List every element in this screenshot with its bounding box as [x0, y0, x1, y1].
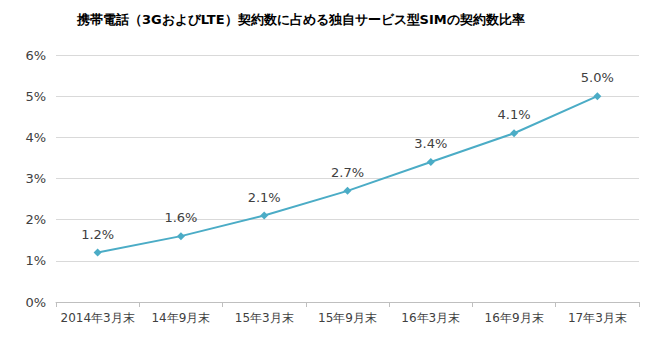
svg-text:15年9月末: 15年9月末	[318, 311, 377, 325]
svg-text:2014年3月末: 2014年3月末	[61, 311, 135, 325]
svg-text:携帯電話（3GおよびLTE）契約数に占める独自サービス型SI: 携帯電話（3GおよびLTE）契約数に占める独自サービス型SIMの契約数比率	[76, 12, 525, 27]
svg-text:2%: 2%	[25, 212, 46, 227]
svg-text:4%: 4%	[25, 130, 46, 145]
svg-text:3.4%: 3.4%	[414, 136, 447, 151]
svg-text:15年3月末: 15年3月末	[235, 311, 294, 325]
svg-text:5%: 5%	[25, 89, 46, 104]
svg-text:4.1%: 4.1%	[498, 107, 531, 122]
svg-text:3%: 3%	[25, 171, 46, 186]
svg-text:14年9月末: 14年9月末	[151, 311, 210, 325]
svg-text:16年3月末: 16年3月末	[401, 311, 460, 325]
svg-text:2.7%: 2.7%	[331, 165, 364, 180]
svg-text:16年9月末: 16年9月末	[485, 311, 544, 325]
svg-text:6%: 6%	[25, 48, 46, 63]
svg-text:1%: 1%	[25, 253, 46, 268]
svg-text:1.2%: 1.2%	[81, 227, 114, 242]
svg-text:5.0%: 5.0%	[581, 70, 614, 85]
svg-text:17年3月末: 17年3月末	[568, 311, 627, 325]
svg-text:2.1%: 2.1%	[248, 190, 281, 205]
svg-text:0%: 0%	[25, 295, 46, 310]
svg-text:1.6%: 1.6%	[164, 210, 197, 225]
